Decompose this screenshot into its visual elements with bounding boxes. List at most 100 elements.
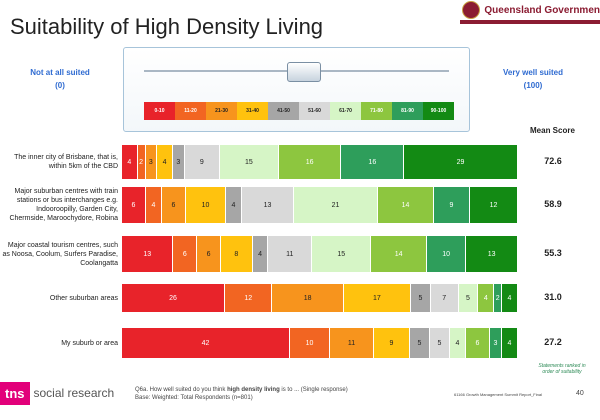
tns-logo: tns social research [0, 378, 114, 408]
bar-segment-51-60: 13 [242, 187, 294, 223]
row-label-5: My suburb or area [61, 339, 118, 347]
stacked-bar-1: 4 2 3 4 3 9 15 16 16 29 [122, 145, 518, 179]
mean-score-2: 58.9 [544, 199, 562, 209]
question-bold: high density living [227, 387, 280, 393]
legend-swatch-51-60: 51-60 [299, 102, 330, 120]
bar-segment-11-20: 12 [224, 284, 273, 312]
bar-segment-61-70: 15 [312, 236, 372, 272]
mean-score-5: 27.2 [544, 337, 562, 347]
bar-segment-71-80: 6 [466, 328, 490, 358]
mean-score-header: Mean Score [530, 126, 575, 135]
scale-legend: 0-10 11-20 21-30 31-40 41-50 51-60 61-70 71-80 8… [144, 102, 454, 120]
row-label-3: Major coastal tourism centres, such as N… [2, 241, 118, 267]
bar-segment-51-60: 9 [184, 145, 220, 179]
legend-swatch-61-70: 61-70 [330, 102, 361, 120]
mean-score-4: 31.0 [544, 292, 562, 302]
bar-segment-21-30: 3 [145, 145, 158, 179]
tns-tagline: social research [33, 386, 115, 400]
logo-underline [460, 20, 600, 24]
bar-segment-31-40: 10 [186, 187, 226, 223]
question-line-2: Base: Weighted: Total Respondents (n=801… [135, 395, 253, 401]
legend-swatch-90-100: 90-100 [423, 102, 454, 120]
bar-segment-71-80: 4 [478, 284, 495, 312]
stacked-bar-2: 6 4 6 10 4 13 21 14 9 12 [122, 187, 518, 223]
question-text: Q6a. How well suited do you think high d… [135, 386, 348, 402]
bar-segment-71-80: 14 [378, 187, 434, 223]
mean-score-3: 55.3 [544, 248, 562, 258]
rating-scale: 0-10 11-20 21-30 31-40 41-50 51-60 61-70 71-80 8… [123, 47, 470, 132]
scale-left-label: Not at all suited (0) [5, 66, 115, 92]
legend-swatch-21-30: 21-30 [206, 102, 237, 120]
bar-segment-31-40: 4 [157, 145, 173, 179]
logo-text: Queensland Governmen [484, 4, 600, 16]
scale-right-text: Very well suited [502, 68, 564, 77]
legend-swatch-0-10: 0-10 [144, 102, 175, 120]
bar-segment-81-90: 16 [341, 145, 405, 179]
question-prefix: Q6a. How well suited do you think [135, 387, 228, 393]
mean-score-1: 72.6 [544, 156, 562, 166]
bar-segment-41-50: 3 [172, 145, 185, 179]
bar-segment-21-30: 18 [272, 284, 344, 312]
scale-left-text: Not at all suited [30, 68, 90, 77]
bar-segment-90-100: 12 [470, 187, 518, 223]
legend-swatch-41-50: 41-50 [268, 102, 299, 120]
bar-segment-61-70: 15 [219, 145, 279, 179]
row-label-2: Major suburban centres with train statio… [9, 188, 118, 222]
bar-segment-41-50: 4 [226, 187, 242, 223]
bar-segment-31-40: 17 [343, 284, 412, 312]
bar-segment-0-10: 26 [122, 284, 225, 312]
bar-segment-71-80: 16 [278, 145, 342, 179]
stacked-bar-3: 13 6 6 8 4 11 15 14 10 13 [122, 236, 518, 272]
bar-segment-11-20: 2 [137, 145, 146, 179]
bar-segment-31-40: 8 [220, 236, 253, 272]
row-label-4: Other suburban areas [49, 294, 118, 302]
page-title: Suitability of High Density Living [10, 14, 324, 39]
bar-segment-31-40: 9 [374, 328, 410, 358]
legend-swatch-81-90: 81-90 [392, 102, 423, 120]
bar-segment-71-80: 14 [371, 236, 427, 272]
ranked-note: Statements ranked in order of suitabilit… [538, 363, 586, 375]
bar-segment-0-10: 13 [122, 236, 174, 272]
slider-thumb [286, 62, 321, 82]
bar-segment-81-90: 10 [426, 236, 467, 272]
scale-left-value: (0) [55, 81, 65, 90]
bar-segment-51-60: 11 [268, 236, 313, 272]
bar-segment-0-10: 42 [122, 328, 290, 358]
legend-swatch-71-80: 71-80 [361, 102, 392, 120]
bar-segment-61-70: 5 [458, 284, 479, 312]
bar-segment-11-20: 10 [290, 328, 330, 358]
bar-segment-90-100: 13 [466, 236, 518, 272]
bar-segment-21-30: 6 [162, 187, 186, 223]
tns-mark: tns [0, 381, 30, 405]
legend-swatch-11-20: 11-20 [175, 102, 206, 120]
bar-segment-81-90: 3 [490, 328, 502, 358]
queensland-government-logo: Queensland Governmen [462, 0, 600, 20]
bar-segment-41-50: 5 [411, 284, 431, 312]
bar-segment-81-90: 9 [434, 187, 470, 223]
bar-segment-11-20: 6 [173, 236, 198, 272]
bar-segment-0-10: 4 [122, 145, 138, 179]
bar-segment-90-100: 29 [404, 145, 518, 179]
bar-segment-61-70: 4 [450, 328, 466, 358]
legend-swatch-31-40: 31-40 [237, 102, 268, 120]
bar-segment-90-100: 4 [502, 284, 518, 312]
bar-segment-90-100: 4 [502, 328, 518, 358]
bar-segment-21-30: 6 [197, 236, 221, 272]
report-reference: 61166 Growth Management Summit Report_Fi… [454, 392, 542, 397]
question-line-1: Q6a. How well suited do you think high d… [135, 386, 348, 394]
stacked-bar-4: 26 12 18 17 5 7 5 4 2 4 [122, 284, 518, 312]
bar-segment-41-50: 5 [410, 328, 430, 358]
bar-segment-41-50: 4 [252, 236, 269, 272]
bar-segment-61-70: 21 [294, 187, 378, 223]
stacked-bar-5: 42 10 11 9 5 5 4 6 3 4 [122, 328, 518, 358]
bar-segment-51-60: 5 [430, 328, 450, 358]
bar-segment-11-20: 4 [146, 187, 162, 223]
bar-segment-21-30: 11 [330, 328, 374, 358]
scale-right-label: Very well suited (100) [478, 66, 588, 92]
crest-icon [462, 1, 481, 19]
scale-right-value: (100) [523, 81, 543, 90]
question-suffix: is to ... (Single response) [279, 387, 348, 393]
row-label-1: The inner city of Brisbane, that is, wit… [14, 154, 118, 170]
page-number: 40 [576, 390, 584, 397]
bar-segment-51-60: 7 [430, 284, 459, 312]
